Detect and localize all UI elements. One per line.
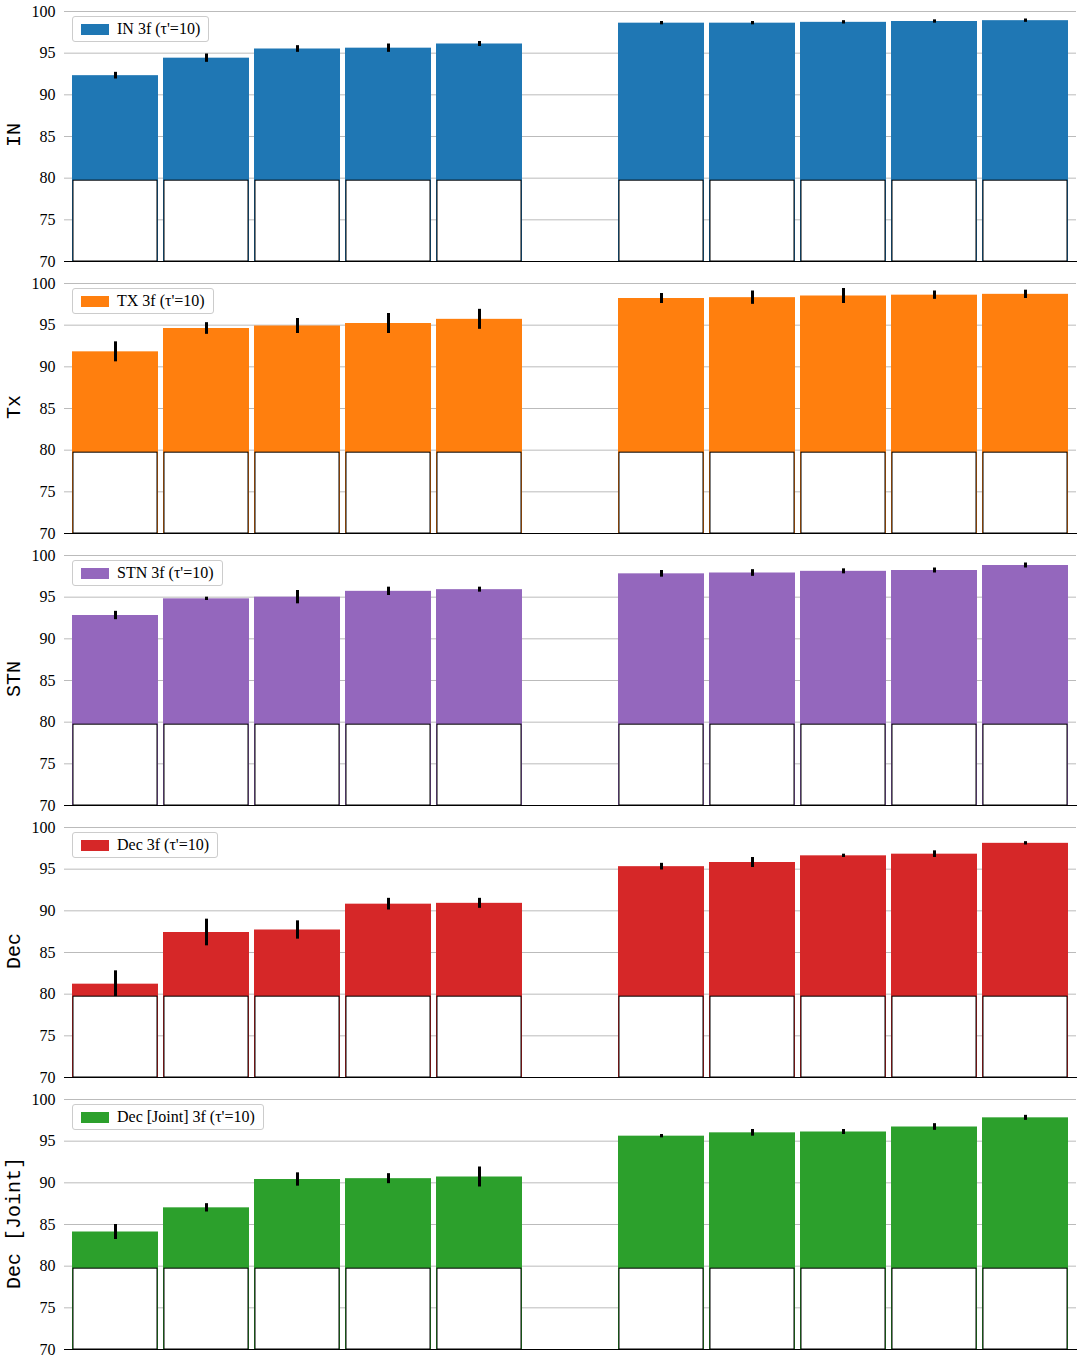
svg-text:85: 85 <box>40 944 56 961</box>
svg-text:95: 95 <box>40 860 56 877</box>
html-text:Tx: Tx <box>2 395 26 419</box>
svg-text:100: 100 <box>32 275 56 292</box>
svg-text:80: 80 <box>40 985 56 1002</box>
svg-text:95: 95 <box>40 44 56 61</box>
svg-text:85: 85 <box>40 128 56 145</box>
svg-text:85: 85 <box>40 672 56 689</box>
svg-text:70: 70 <box>40 253 56 270</box>
svg-text:100: 100 <box>32 3 56 20</box>
svg-text:70: 70 <box>40 525 56 542</box>
svg-text:95: 95 <box>40 1132 56 1149</box>
svg-text:80: 80 <box>40 169 56 186</box>
html-text:STN: STN <box>2 661 26 697</box>
html-text:Dec [Joint] 3f (τ'=10): Dec [Joint] 3f (τ'=10) <box>117 1108 255 1125</box>
svg-text:100: 100 <box>32 547 56 564</box>
html-text:Dec: Dec <box>2 933 26 969</box>
svg-text:95: 95 <box>40 316 56 333</box>
svg-text:80: 80 <box>40 1257 56 1274</box>
html-text:Dec 3f (τ'=10): Dec 3f (τ'=10) <box>117 836 210 853</box>
svg-text:75: 75 <box>40 211 56 228</box>
svg-text:90: 90 <box>40 358 56 375</box>
svg-text:90: 90 <box>40 86 56 103</box>
svg-text:75: 75 <box>40 483 56 500</box>
svg-text:100: 100 <box>32 819 56 836</box>
svg-text:75: 75 <box>40 1299 56 1316</box>
svg-text:90: 90 <box>40 630 56 647</box>
svg-text:80: 80 <box>40 713 56 730</box>
html-text:STN 3f (τ'=10): STN 3f (τ'=10) <box>117 564 214 581</box>
svg-text:90: 90 <box>40 902 56 919</box>
svg-text:95: 95 <box>40 588 56 605</box>
svg-text:75: 75 <box>40 1027 56 1044</box>
svg-text:75: 75 <box>40 755 56 772</box>
svg-text:80: 80 <box>40 441 56 458</box>
html-text:TX 3f (τ'=10): TX 3f (τ'=10) <box>117 292 205 309</box>
svg-text:70: 70 <box>40 1341 56 1358</box>
svg-text:85: 85 <box>40 1216 56 1233</box>
html-text:IN 3f (τ'=10): IN 3f (τ'=10) <box>117 20 201 37</box>
svg-text:70: 70 <box>40 797 56 814</box>
html-text:IN: IN <box>2 123 26 147</box>
svg-text:85: 85 <box>40 400 56 417</box>
svg-text:100: 100 <box>32 1091 56 1108</box>
html-text:Dec [Joint]: Dec [Joint] <box>2 1157 26 1289</box>
svg-text:70: 70 <box>40 1069 56 1086</box>
svg-text:90: 90 <box>40 1174 56 1191</box>
